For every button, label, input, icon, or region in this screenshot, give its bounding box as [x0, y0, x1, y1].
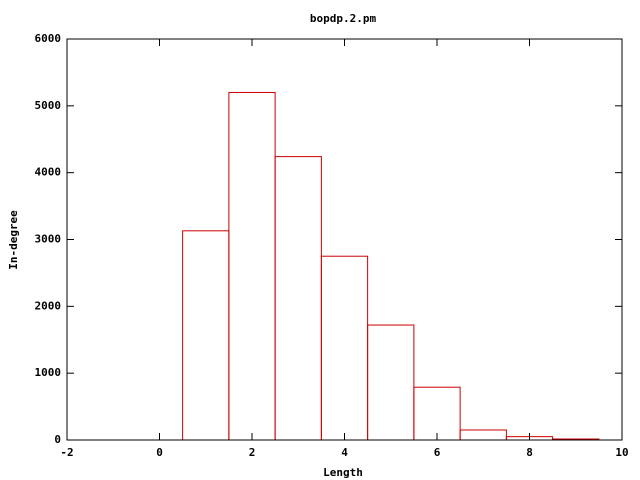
bar: [182, 230, 230, 441]
y-tick-label: 5000: [35, 99, 62, 112]
bar: [459, 429, 507, 441]
y-axis-label: In-degree: [7, 210, 20, 270]
x-tick-label: -2: [60, 446, 73, 459]
bar: [367, 324, 415, 441]
chart-title: bopdp.2.pm: [310, 12, 377, 25]
bar: [228, 91, 276, 441]
x-tick-label: 0: [156, 446, 163, 459]
x-axis-label: Length: [323, 466, 363, 479]
x-tick-label: 8: [526, 446, 533, 459]
y-tick-label: 1000: [35, 366, 62, 379]
y-tick-label: 6000: [35, 32, 62, 45]
bar: [320, 255, 369, 441]
x-tick-label: 4: [341, 446, 348, 459]
y-tick-label: 3000: [35, 233, 62, 246]
x-tick-label: 2: [249, 446, 256, 459]
x-tick-label: 6: [434, 446, 441, 459]
x-tick-label: 10: [615, 446, 628, 459]
y-tick-label: 0: [54, 433, 61, 446]
y-tick-label: 2000: [35, 299, 62, 312]
plot-border: [66, 38, 623, 441]
bar: [413, 386, 461, 441]
bar: [274, 156, 322, 441]
y-tick-label: 4000: [35, 166, 62, 179]
